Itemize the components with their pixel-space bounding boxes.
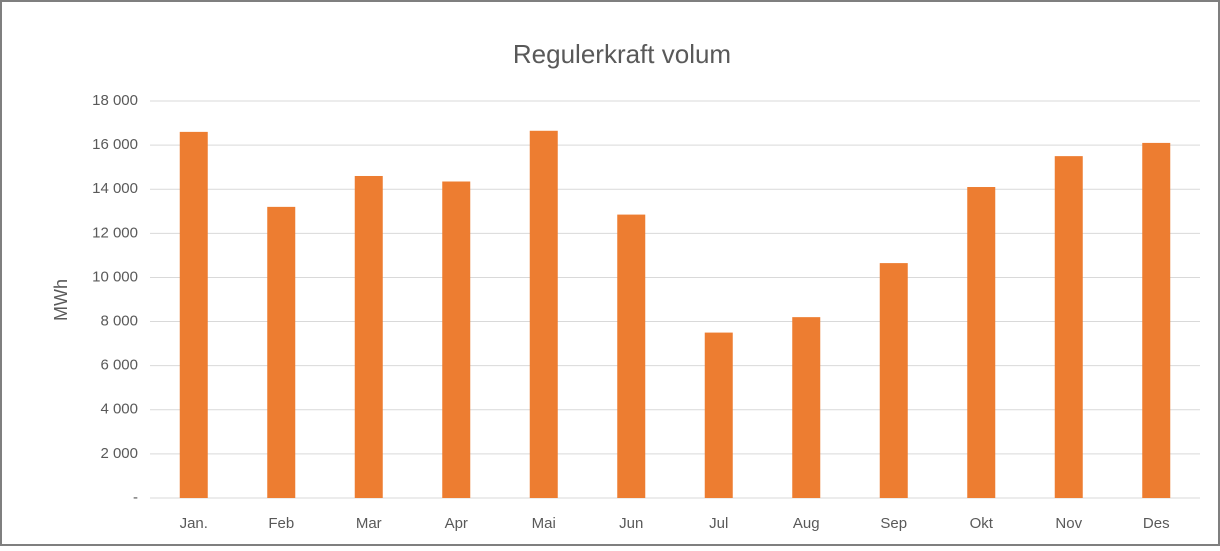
bar	[792, 317, 821, 498]
x-tick-label: Jan.	[180, 515, 208, 532]
y-tick-label: 18 000	[92, 92, 138, 109]
bar	[529, 130, 558, 498]
bar	[1142, 142, 1171, 498]
bar	[967, 187, 996, 498]
bar	[617, 214, 646, 498]
y-tick-label: 8 000	[100, 313, 138, 330]
bar	[179, 131, 208, 498]
y-tick-label: 14 000	[92, 180, 138, 197]
bar	[354, 175, 383, 498]
y-tick-label: 4 000	[100, 401, 138, 418]
x-tick-label: Jun	[619, 515, 643, 532]
x-tick-label: Des	[1143, 515, 1170, 532]
x-tick-label: Okt	[970, 515, 994, 532]
x-tick-label: Sep	[880, 515, 907, 532]
bar	[267, 206, 296, 498]
bar	[704, 332, 733, 498]
bar	[442, 181, 471, 498]
y-tick-label: 2 000	[100, 445, 138, 462]
y-tick-label: 10 000	[92, 268, 138, 285]
x-tick-label: Aug	[793, 515, 820, 532]
x-tick-label: Nov	[1055, 515, 1082, 532]
y-tick-label: 12 000	[92, 224, 138, 241]
x-tick-label: Apr	[445, 515, 468, 532]
bar	[879, 263, 908, 498]
x-tick-label: Mar	[356, 515, 382, 532]
x-tick-label: Jul	[709, 515, 728, 532]
y-tick-label: -	[133, 489, 138, 506]
y-tick-label: 16 000	[92, 136, 138, 153]
x-tick-label: Mai	[532, 515, 556, 532]
y-tick-label: 6 000	[100, 357, 138, 374]
y-axis-label: MWh	[51, 279, 71, 321]
x-tick-label: Feb	[268, 515, 294, 532]
chart-title: Regulerkraft volum	[513, 39, 731, 69]
bar	[1054, 156, 1083, 498]
